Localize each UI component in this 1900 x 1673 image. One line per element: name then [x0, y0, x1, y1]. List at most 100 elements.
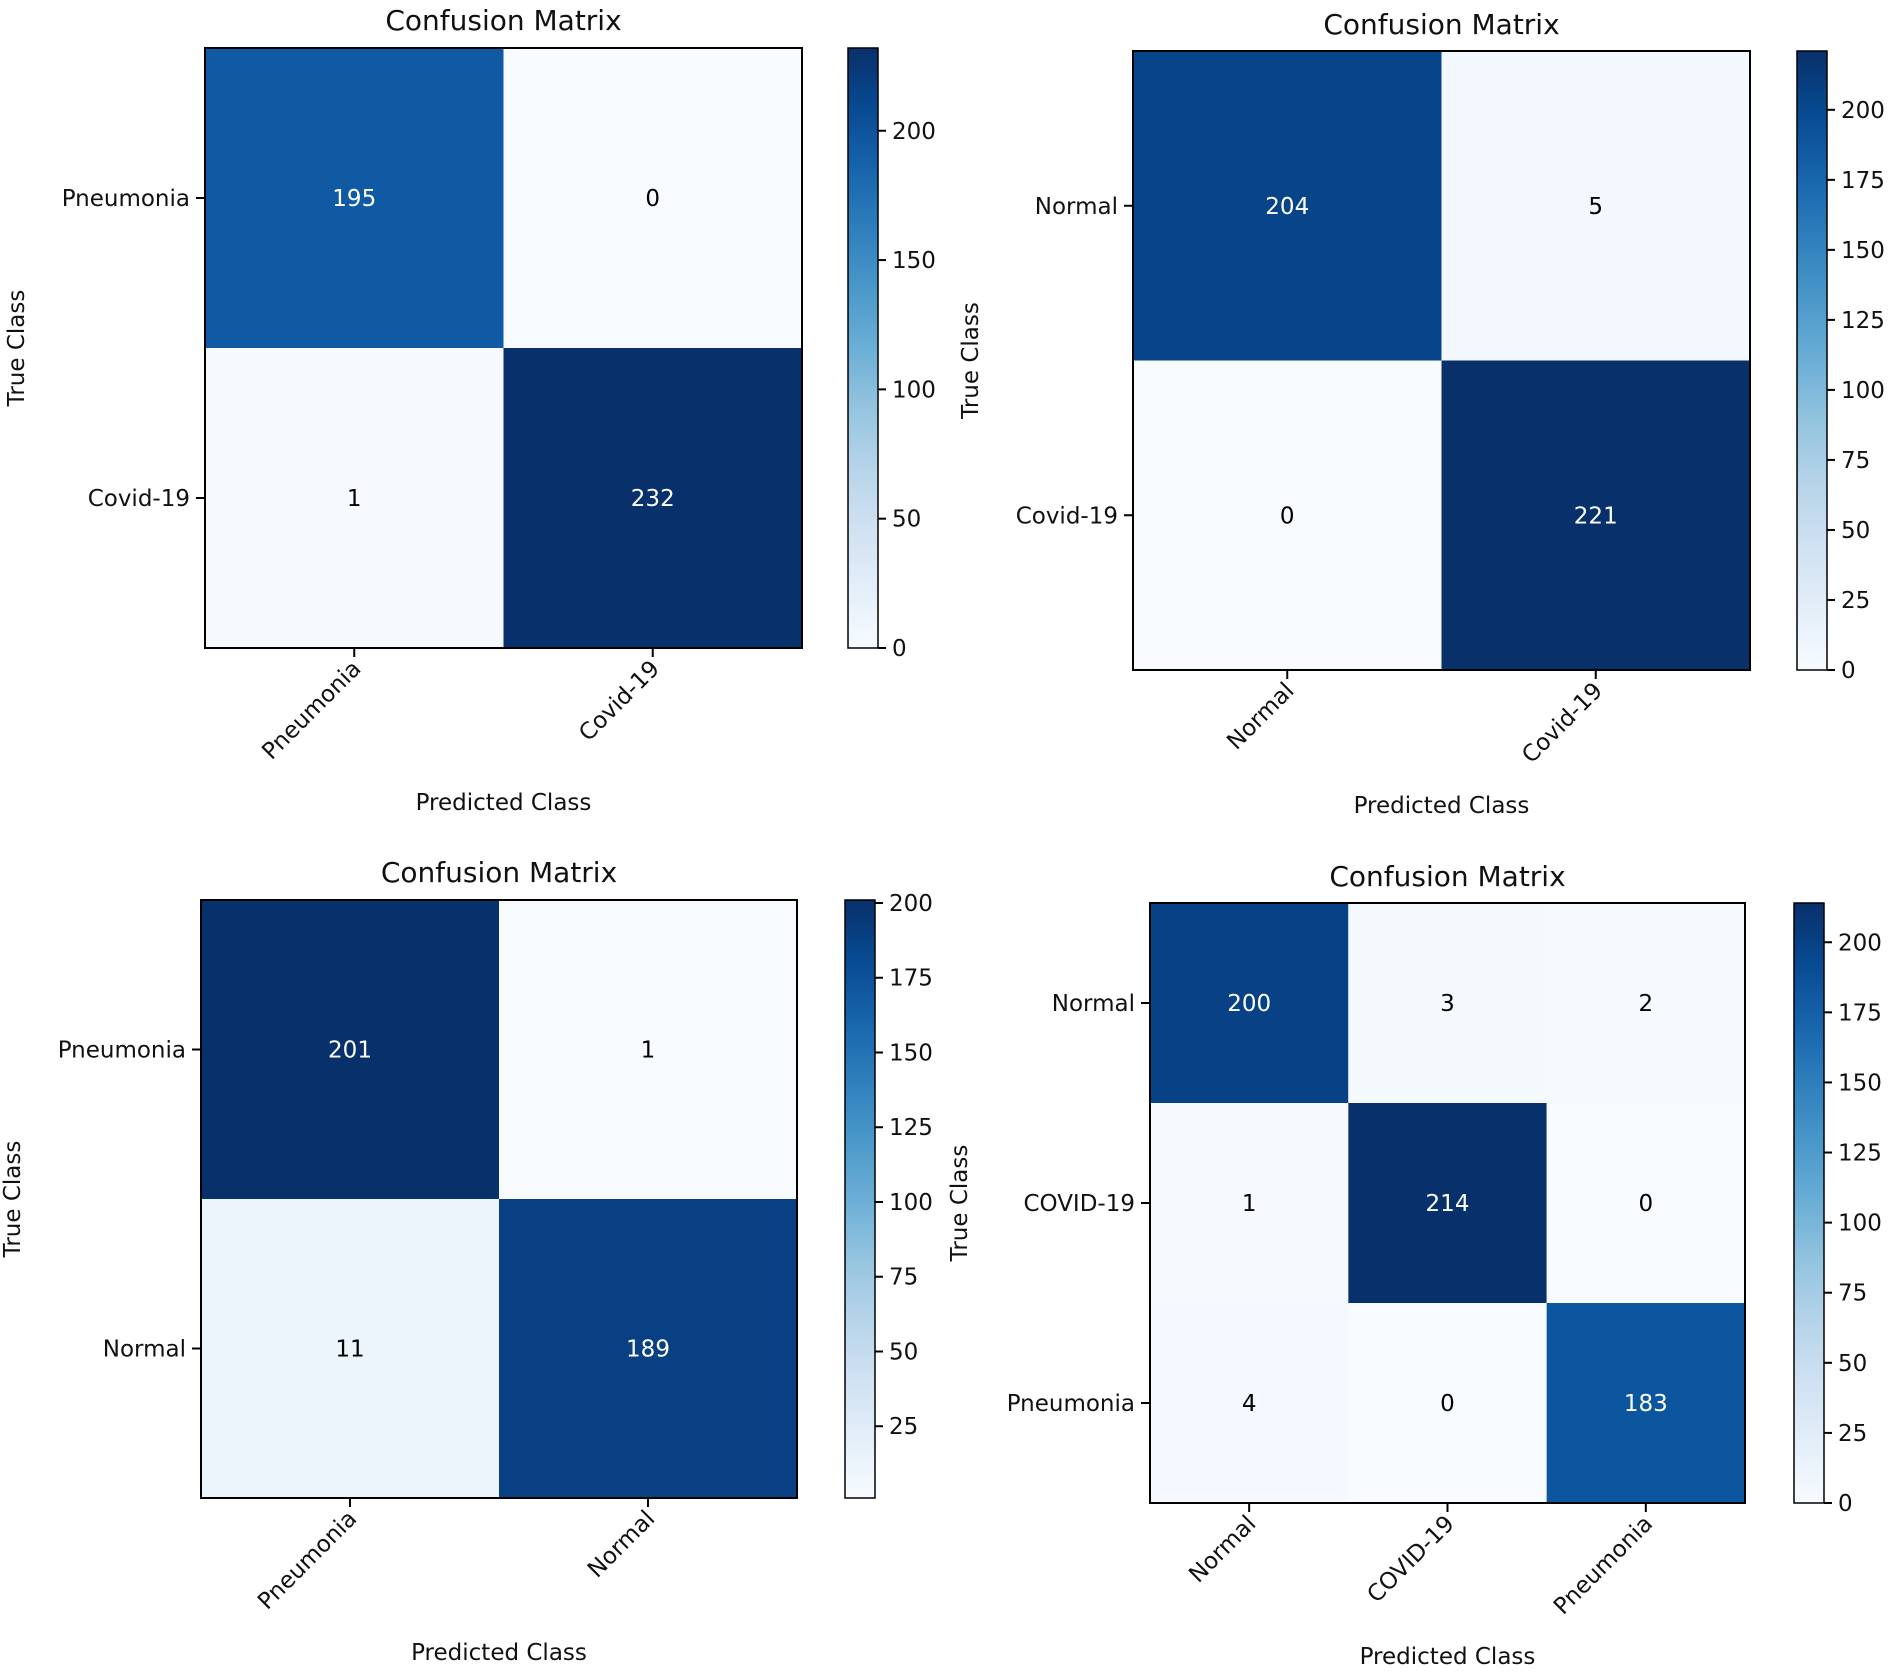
- colorbar-tick-label: 125: [1841, 308, 1885, 334]
- matrix-cell: [1348, 1103, 1547, 1303]
- colorbar: [1793, 902, 1825, 1504]
- cell-value-label: 11: [335, 1337, 364, 1363]
- colorbar: [847, 47, 879, 649]
- y-axis-label: True Class: [0, 1141, 26, 1259]
- matrix-cell: [1546, 1303, 1745, 1503]
- matrix-cell: [1133, 51, 1442, 361]
- matrix-cell: [1441, 51, 1750, 361]
- matrix-cell: [1546, 903, 1745, 1103]
- x-tick-label: Covid-19: [1517, 678, 1608, 769]
- matrix-cell: [201, 1199, 499, 1498]
- y-axis-label: True Class: [958, 302, 984, 420]
- cell-value-label: 5: [1588, 194, 1603, 220]
- cell-value-label: 1: [1242, 1191, 1257, 1217]
- colorbar-tick-label: 50: [1838, 1351, 1867, 1377]
- colorbar-tick-label: 25: [1838, 1421, 1867, 1447]
- y-axis-label: True Class: [4, 290, 30, 408]
- colorbar-tick-label: 25: [1841, 588, 1870, 614]
- colorbar: [1796, 50, 1828, 671]
- colorbar-tick-label: 100: [892, 377, 936, 403]
- plot-frame: [200, 899, 798, 1499]
- colorbar-tick-label: 175: [889, 966, 933, 992]
- x-tick-label: Pneumonia: [253, 1506, 362, 1615]
- colorbar-tick-label: 50: [1841, 518, 1870, 544]
- matrix-cell: [205, 348, 504, 648]
- chart-title: Confusion Matrix: [1329, 860, 1565, 893]
- confusion-matrix-panel-1: Confusion Matrix 195 0 1 232 Pneumonia Covid-1…: [4, 4, 936, 816]
- matrix-cell: [1133, 360, 1442, 670]
- colorbar-tick-label: 100: [889, 1190, 933, 1216]
- matrix-cell: [201, 900, 499, 1199]
- cell-value-label: 1: [641, 1038, 656, 1064]
- cell-value-label: 200: [1227, 991, 1271, 1017]
- cell-value-label: 0: [1280, 503, 1295, 529]
- colorbar-tick-label: 150: [1841, 238, 1885, 264]
- y-tick-label: Normal: [103, 1337, 186, 1363]
- x-tick-label: Pneumonia: [257, 656, 366, 765]
- colorbar-tick-label: 75: [1841, 448, 1870, 474]
- colorbar-tick-label: 175: [1838, 1000, 1882, 1026]
- colorbar-tick-label: 0: [892, 636, 907, 662]
- y-tick-label: Pneumonia: [62, 186, 190, 212]
- colorbar-tick-label: 150: [889, 1040, 933, 1066]
- colorbar-tick-label: 125: [889, 1115, 933, 1141]
- colorbar-tick-label: 100: [1838, 1211, 1882, 1237]
- colorbar-tick-label: 25: [889, 1414, 918, 1440]
- matrix-cell: [503, 48, 802, 348]
- matrix-cell: [1348, 1303, 1547, 1503]
- cell-value-label: 201: [328, 1038, 372, 1064]
- matrix-cell: [1150, 903, 1349, 1103]
- colorbar-tick-label: 0: [1841, 658, 1856, 684]
- x-axis-label: Predicted Class: [416, 790, 592, 816]
- x-axis-label: Predicted Class: [411, 1640, 587, 1666]
- cell-value-label: 0: [1639, 1191, 1654, 1217]
- cell-value-label: 204: [1265, 194, 1309, 220]
- colorbar-tick-label: 175: [1841, 168, 1885, 194]
- colorbar-tick-label: 200: [889, 891, 933, 917]
- plot-frame: [1132, 50, 1751, 671]
- x-axis-label: Predicted Class: [1354, 793, 1530, 819]
- cell-value-label: 0: [1440, 1391, 1455, 1417]
- matrix-cell: [1546, 1103, 1745, 1303]
- y-tick-label: Normal: [1052, 991, 1135, 1017]
- cell-value-label: 183: [1624, 1391, 1668, 1417]
- colorbar-tick-label: 200: [1841, 98, 1885, 124]
- colorbar-tick-label: 200: [892, 119, 936, 145]
- cell-value-label: 0: [645, 186, 660, 212]
- matrix-cell: [1441, 360, 1750, 670]
- x-tick-label: Normal: [1222, 678, 1299, 755]
- x-tick-label: Normal: [583, 1506, 660, 1583]
- colorbar-tick-label: 75: [1838, 1281, 1867, 1307]
- cell-value-label: 4: [1242, 1391, 1257, 1417]
- x-axis-label: Predicted Class: [1360, 1644, 1536, 1670]
- cell-value-label: 195: [332, 186, 376, 212]
- y-tick-label: Covid-19: [88, 486, 190, 512]
- y-tick-label: Covid-19: [1016, 503, 1118, 529]
- cell-value-label: 1: [347, 486, 362, 512]
- colorbar-tick-label: 150: [892, 248, 936, 274]
- cell-value-label: 189: [626, 1337, 670, 1363]
- cell-value-label: 2: [1639, 991, 1654, 1017]
- matrix-cell: [1348, 903, 1547, 1103]
- matrix-cell: [1150, 1103, 1349, 1303]
- x-tick-label: COVID-19: [1362, 1511, 1459, 1608]
- confusion-matrix-panel-4: Confusion Matrix 200 3 2 1 214 0 4 0 183 Normal COV…: [947, 860, 1882, 1670]
- matrix-cell: [1150, 1303, 1349, 1503]
- colorbar: [844, 899, 876, 1499]
- matrix-cell: [205, 48, 504, 348]
- chart-title: Confusion Matrix: [381, 856, 617, 889]
- matrix-cell: [503, 348, 802, 648]
- chart-title: Confusion Matrix: [1323, 8, 1559, 41]
- y-tick-label: COVID-19: [1023, 1191, 1135, 1217]
- colorbar-tick-label: 100: [1841, 378, 1885, 404]
- y-tick-label: Normal: [1035, 194, 1118, 220]
- y-axis-label: True Class: [947, 1145, 973, 1263]
- cell-value-label: 232: [631, 486, 675, 512]
- colorbar-tick-label: 200: [1838, 930, 1882, 956]
- cell-value-label: 3: [1440, 991, 1455, 1017]
- colorbar-tick-label: 75: [889, 1265, 918, 1291]
- colorbar-tick-label: 0: [1838, 1491, 1853, 1517]
- chart-title: Confusion Matrix: [385, 4, 621, 37]
